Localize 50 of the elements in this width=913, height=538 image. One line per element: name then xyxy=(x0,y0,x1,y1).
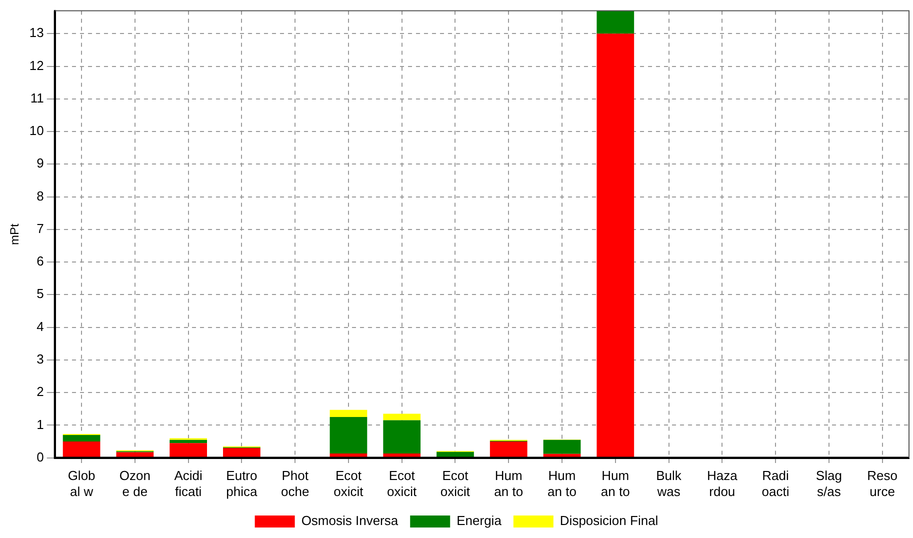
x-tick-label: Radi oacti xyxy=(762,468,790,499)
bar xyxy=(543,440,581,454)
x-tick-label: Phot oche xyxy=(280,468,310,499)
y-tick-label: 10 xyxy=(29,123,44,138)
y-tick-label: 12 xyxy=(29,58,44,73)
y-tick-label: 4 xyxy=(36,318,44,334)
bar xyxy=(436,452,474,458)
x-tick-label: Reso urce xyxy=(867,468,898,499)
x-tick-label: Hum an to xyxy=(494,468,524,499)
x-tick-label: Glob al w xyxy=(68,468,96,499)
x-tick-label: Bulk was xyxy=(656,468,682,499)
bar xyxy=(62,434,100,442)
x-tick-label: Haza rdou xyxy=(706,468,738,499)
bar xyxy=(62,441,100,458)
y-tick-label: 8 xyxy=(36,188,44,204)
y-tick-label: 3 xyxy=(36,351,44,366)
y-tick-label: 7 xyxy=(36,220,44,236)
bar xyxy=(330,410,368,418)
y-tick-label: 13 xyxy=(29,25,44,40)
bar xyxy=(383,420,421,454)
legend-label: Osmosis Inversa xyxy=(301,513,399,528)
x-tick-label: Ecot oxicit xyxy=(440,468,470,499)
legend-label: Disposicion Final xyxy=(560,513,658,528)
y-tick-label: 1 xyxy=(36,416,44,432)
y-axis-title: mPt xyxy=(8,222,22,245)
bar xyxy=(330,417,368,454)
y-tick-label: 5 xyxy=(36,286,44,302)
bar xyxy=(170,443,208,458)
y-tick-label: 2 xyxy=(36,384,44,400)
bar xyxy=(330,454,368,458)
x-tick-label: Ecot oxicit xyxy=(334,468,364,499)
x-tick-label: Slag s/as xyxy=(816,468,842,499)
x-tick-label: Eutro phica xyxy=(226,468,258,499)
y-tick-label: 6 xyxy=(36,254,44,269)
bar xyxy=(170,440,208,444)
bar xyxy=(596,10,634,34)
x-tick-label: Hum an to xyxy=(600,468,630,499)
x-tick-label: Acidi ficati xyxy=(174,468,203,499)
y-tick-label: 9 xyxy=(36,156,44,171)
bar xyxy=(490,441,528,458)
x-tick-label: Ecot oxicit xyxy=(387,468,418,499)
bar xyxy=(383,414,421,420)
bar xyxy=(223,448,260,458)
legend-label: Energia xyxy=(456,513,502,528)
y-tick-label: 0 xyxy=(36,449,44,464)
x-tick-label: Ozon e de xyxy=(119,468,150,499)
bar xyxy=(383,454,421,458)
x-tick-label: Hum an to xyxy=(548,468,576,499)
y-tick-label: 11 xyxy=(30,90,44,106)
bar xyxy=(596,34,634,458)
